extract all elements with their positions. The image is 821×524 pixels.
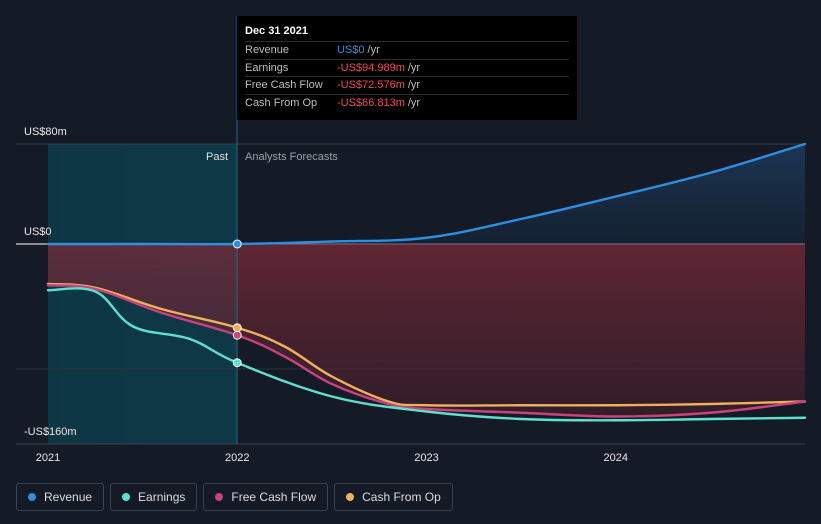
revenue-marker[interactable]	[232, 239, 242, 249]
revenue-dot-icon	[28, 493, 36, 501]
tooltip-row-free-cash-flow: Free Cash Flow -US$72.576m /yr	[245, 76, 569, 94]
cash-from-op-marker[interactable]	[232, 323, 242, 333]
x-tick-label: 2023	[414, 452, 438, 464]
x-tick-label: 2021	[36, 452, 60, 464]
earnings-marker[interactable]	[232, 358, 242, 368]
legend-item-cash-from-op[interactable]: Cash From Op	[334, 483, 453, 511]
tooltip-label: Cash From Op	[245, 96, 318, 109]
legend-label: Cash From Op	[362, 490, 441, 504]
tooltip-unit: /yr	[407, 79, 421, 91]
legend-item-earnings[interactable]: Earnings	[110, 483, 198, 511]
forecast-label: Analysts Forecasts	[245, 151, 338, 163]
free-cash-flow-line	[46, 284, 807, 418]
legend-item-revenue[interactable]: Revenue	[16, 483, 105, 511]
legend-label: Revenue	[44, 490, 93, 504]
tooltip-value: US$0	[337, 44, 365, 56]
revenue-line	[46, 142, 807, 246]
earnings-dot-icon	[122, 493, 131, 501]
tooltip-unit: /yr	[367, 44, 380, 56]
tooltip-unit: /yr	[407, 61, 421, 74]
free-cash-flow-dot-icon	[215, 493, 224, 501]
legend-label: Earnings	[138, 490, 186, 504]
tooltip-label: Earnings	[245, 61, 289, 74]
tooltip-value: -US$94.989m	[337, 61, 405, 74]
x-tick-label: 2022	[225, 452, 249, 464]
cash-from-op-dot-icon	[346, 493, 355, 501]
tooltip: Dec 31 2021 Revenue US$0 /yr Earnings -U…	[237, 16, 577, 120]
x-tick-label: 2024	[604, 452, 628, 464]
tooltip-date: Dec 31 2021	[245, 25, 308, 37]
tooltip-unit: /yr	[407, 96, 421, 109]
legend-label: Free Cash Flow	[231, 490, 317, 504]
legend-item-free-cash-flow[interactable]: Free Cash Flow	[203, 483, 329, 511]
tooltip-label: Revenue	[245, 44, 290, 56]
y-tick-label: -US$160m	[24, 426, 77, 438]
y-tick-label: US$80m	[24, 126, 67, 138]
tooltip-label: Free Cash Flow	[245, 79, 323, 91]
earnings-line	[46, 287, 807, 422]
tooltip-row-cash-from-op: Cash From Op -US$66.813m /yr	[245, 93, 569, 112]
tooltip-value: -US$66.813m	[337, 96, 405, 109]
past-label: Past	[206, 151, 228, 163]
tooltip-value: -US$72.576m	[337, 79, 405, 91]
cash-from-op-line	[46, 282, 807, 407]
tooltip-row-earnings: Earnings -US$94.989m /yr	[245, 58, 569, 77]
revenue-area	[48, 144, 805, 245]
tooltip-row-revenue: Revenue US$0 /yr	[245, 41, 569, 59]
y-tick-label: US$0	[24, 226, 52, 238]
legend: Revenue Earnings Free Cash Flow Cash Fro…	[16, 483, 453, 511]
free-cash-flow-marker[interactable]	[232, 330, 242, 340]
